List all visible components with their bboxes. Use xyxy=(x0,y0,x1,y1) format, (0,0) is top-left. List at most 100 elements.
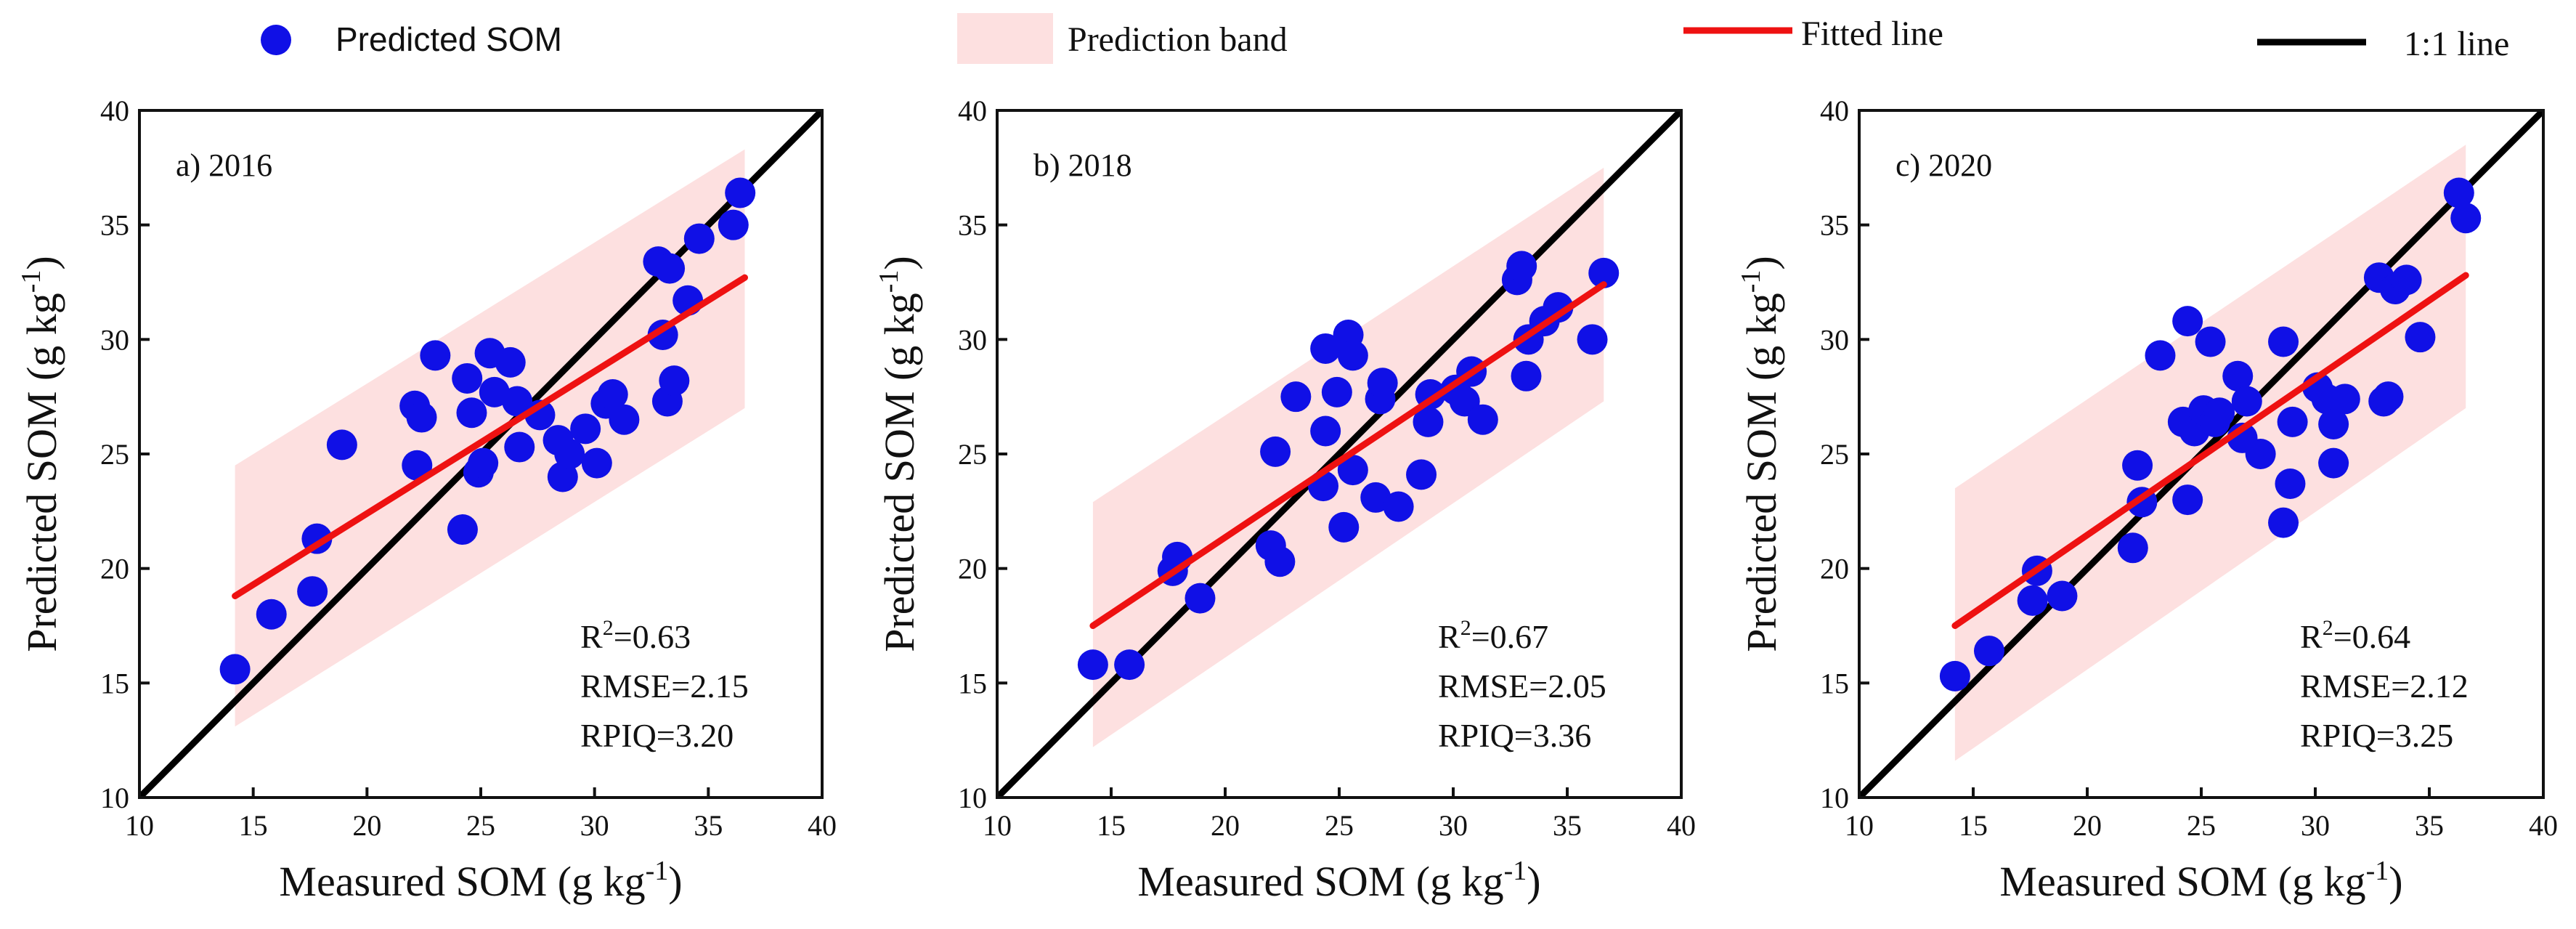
x-axis-title-main: Measured SOM (g kg xyxy=(279,858,645,905)
x-tick-label: 35 xyxy=(2415,809,2444,842)
y-axis-title-close: ) xyxy=(1738,256,1785,269)
y-tick-label: 30 xyxy=(958,323,987,356)
data-point xyxy=(1973,636,2004,667)
data-point xyxy=(1310,333,1341,364)
y-tick-label: 35 xyxy=(100,209,129,242)
stat-r2-value: =0.67 xyxy=(1471,618,1548,655)
data-point xyxy=(725,177,756,208)
data-point xyxy=(219,654,251,685)
data-point xyxy=(2318,409,2349,440)
data-point xyxy=(2017,585,2048,616)
x-tick-label: 35 xyxy=(694,809,723,842)
x-tick-label: 20 xyxy=(1211,809,1240,842)
data-point xyxy=(402,450,433,481)
legend-band-label: Prediction band xyxy=(1068,20,1288,59)
y-tick-label: 20 xyxy=(1820,553,1849,585)
y-axis-title-main: Predicted SOM (g kg xyxy=(18,293,65,652)
x-tick-label: 10 xyxy=(983,809,1012,842)
data-point xyxy=(2443,177,2474,208)
y-tick-label: 15 xyxy=(1820,667,1849,699)
data-point xyxy=(2450,203,2482,234)
x-tick-label: 20 xyxy=(352,809,381,842)
y-tick-label: 20 xyxy=(100,553,129,585)
data-point xyxy=(2231,386,2262,417)
stat-r2-sup: 2 xyxy=(2323,616,2333,640)
x-tick-label: 20 xyxy=(2073,809,2102,842)
data-point xyxy=(609,404,640,435)
x-tick-label: 25 xyxy=(2187,809,2216,842)
stat-rpiq: RPIQ=3.36 xyxy=(1438,717,1591,754)
data-point xyxy=(456,397,487,429)
data-point xyxy=(1337,455,1368,486)
data-point xyxy=(1328,511,1360,543)
x-tick-label: 30 xyxy=(1439,809,1468,842)
x-tick-label: 40 xyxy=(2529,809,2558,842)
data-point xyxy=(1185,583,1216,614)
data-point xyxy=(420,340,451,371)
y-tick-label: 25 xyxy=(100,438,129,471)
x-axis-title-sup: -1 xyxy=(646,856,669,886)
x-tick-label: 10 xyxy=(125,809,154,842)
y-axis-title: Predicted SOM (g kg-1) xyxy=(874,256,923,652)
x-tick-label: 30 xyxy=(580,809,609,842)
x-tick-label: 15 xyxy=(1097,809,1126,842)
data-point xyxy=(326,429,357,461)
data-point xyxy=(1939,660,1970,691)
data-point xyxy=(2275,468,2306,499)
data-point xyxy=(495,346,526,378)
stat-rmse: RMSE=2.05 xyxy=(1438,668,1606,705)
legend-fitted-label: Fitted line xyxy=(1801,15,1943,53)
data-point xyxy=(1543,292,1574,323)
data-point xyxy=(2117,532,2148,564)
data-point xyxy=(718,209,749,240)
stat-r2-sup: 2 xyxy=(603,616,614,640)
data-point xyxy=(1260,436,1291,467)
legend-predicted-label: Predicted SOM xyxy=(336,20,562,58)
data-point xyxy=(2122,450,2153,481)
points-group xyxy=(1939,177,2482,691)
y-tick-label: 25 xyxy=(958,438,987,471)
stat-r2-sup: 2 xyxy=(1460,616,1471,640)
x-axis-title: Measured SOM (g kg-1) xyxy=(279,856,682,905)
data-point xyxy=(2245,439,2276,469)
panel-label: c) 2020 xyxy=(1896,147,1992,183)
x-axis-title-sup: -1 xyxy=(2366,856,2389,886)
x-axis-title-close: ) xyxy=(668,858,682,905)
legend-band-swatch xyxy=(957,13,1053,64)
data-point xyxy=(2268,507,2299,538)
data-point xyxy=(406,402,437,433)
data-point xyxy=(256,599,287,630)
x-axis-title-close: ) xyxy=(2389,858,2402,905)
data-point xyxy=(1367,368,1398,399)
data-point xyxy=(1383,491,1414,522)
y-tick-label: 40 xyxy=(1820,94,1849,127)
x-axis-title-main: Measured SOM (g kg xyxy=(1137,858,1503,905)
data-point xyxy=(570,413,601,445)
panel-2: 10 15 20 25 30 35 40 10 15 20 25 30 35 40 b) 2018 R2=0.… xyxy=(874,94,1696,905)
data-point xyxy=(654,253,686,284)
stat-rpiq: RPIQ=3.25 xyxy=(2300,717,2453,754)
data-point xyxy=(597,379,628,410)
x-tick-label: 25 xyxy=(466,809,495,842)
data-point xyxy=(547,461,578,492)
data-point xyxy=(1467,404,1498,435)
data-point xyxy=(2172,306,2203,337)
fitted-line xyxy=(1951,272,2469,629)
y-tick-label: 10 xyxy=(1820,782,1849,814)
data-point xyxy=(2047,580,2078,612)
data-point xyxy=(1310,415,1341,447)
data-point xyxy=(1577,324,1608,355)
fitted-line xyxy=(1089,281,1607,629)
data-point xyxy=(683,223,715,254)
data-point xyxy=(1337,340,1368,371)
legend-oneone-label: 1:1 line xyxy=(2404,25,2509,63)
panel-label: b) 2018 xyxy=(1033,147,1132,183)
data-point xyxy=(2405,322,2436,353)
stat-rmse: RMSE=2.12 xyxy=(2300,668,2469,705)
data-point xyxy=(2391,264,2422,296)
data-point xyxy=(1406,459,1437,490)
y-tick-label: 15 xyxy=(100,667,129,699)
x-axis-title: Measured SOM (g kg-1) xyxy=(1999,856,2402,905)
